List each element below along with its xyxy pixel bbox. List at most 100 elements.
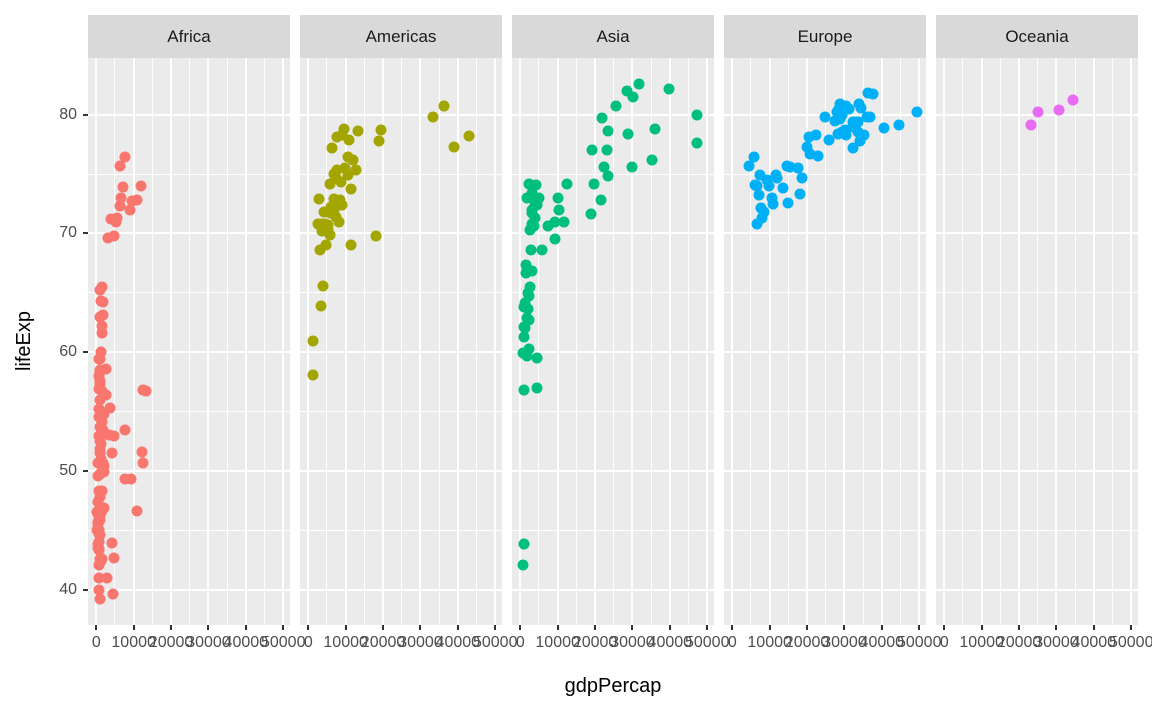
data-point-asia [521,312,533,324]
data-point-americas [373,135,385,147]
x-axis-tick [244,625,247,630]
data-point-africa [93,572,105,584]
facet-panel-asia [512,58,714,625]
data-point-asia [549,233,561,245]
gridline-minor-vertical [538,58,540,625]
data-point-asia [530,179,542,191]
x-axis-tick [556,625,559,630]
data-point-americas [339,162,351,174]
data-point-asia [586,144,598,156]
gridline-minor-horizontal [724,529,926,531]
gridline-major-horizontal [724,351,926,354]
x-axis-title: gdpPercap [564,675,662,697]
data-point-asia [531,199,543,211]
data-point-africa [136,446,148,458]
x-tick-label: 50000 [472,634,518,651]
data-point-asia [519,322,531,334]
x-tick-label: 0 [91,634,101,651]
x-tick-label: 20000 [148,634,194,651]
data-point-africa [106,537,118,549]
data-point-europe [834,98,846,110]
gridline-major-horizontal [300,351,502,354]
data-point-asia [517,559,529,571]
gridline-minor-horizontal [300,529,502,531]
y-tick-label: 50 [59,461,77,479]
gridline-minor-horizontal [88,529,290,531]
data-point-americas [335,176,347,188]
data-point-asia [517,347,529,359]
data-point-africa [94,311,106,322]
data-point-asia [622,128,634,140]
data-point-americas [375,124,387,136]
x-tick-label: 0 [939,634,949,651]
data-point-africa [115,192,127,204]
gridline-major-vertical [806,58,809,625]
x-axis-tick [918,625,921,630]
x-tick-label: 30000 [186,634,231,651]
data-point-africa [126,195,138,207]
data-point-africa [96,320,108,332]
data-point-americas [324,178,336,189]
data-point-europe [847,121,859,132]
gridline-minor-vertical [226,58,228,625]
gridline-minor-vertical [900,58,902,625]
data-point-oceania [1053,104,1065,116]
data-point-europe [847,142,859,154]
data-point-europe [766,192,778,204]
gridline-minor-horizontal [724,410,926,412]
data-point-asia [524,281,536,293]
gridline-minor-vertical [438,58,440,625]
facet-label-europe: Europe [797,27,853,46]
data-point-europe [796,172,808,184]
gridline-minor-horizontal [512,292,714,294]
data-point-asia [549,216,561,227]
x-tick-label: 10000 [111,634,156,651]
x-axis-tick [344,625,347,630]
data-point-asia [536,244,548,256]
facet-strip-europe: Europe [724,15,926,58]
data-point-americas [316,225,328,237]
y-axis-tick [83,113,88,116]
facet-strip-oceania: Oceania [936,15,1138,58]
gridline-major-vertical [132,58,135,625]
data-point-europe [878,122,890,134]
y-tick-label: 40 [59,580,77,598]
x-axis-tick [207,625,210,630]
gridline-major-vertical [382,58,385,625]
gridline-minor-vertical [363,58,365,625]
x-tick-label: 20000 [572,634,618,651]
gridline-major-horizontal [88,469,290,472]
data-point-asia [523,178,535,189]
x-tick-label: 20000 [996,634,1042,651]
gridline-minor-horizontal [936,292,1138,294]
data-point-americas [334,194,346,206]
gridline-minor-horizontal [88,173,290,175]
data-point-europe [755,202,767,214]
data-point-europe [777,182,789,194]
data-point-oceania [1032,106,1044,118]
data-point-asia [601,144,613,156]
gridline-major-vertical [1130,58,1133,625]
data-point-americas [345,183,357,195]
data-point-europe [753,189,765,201]
gridline-major-vertical [419,58,422,625]
x-axis-tick [594,625,597,630]
data-point-asia [602,170,614,182]
gridline-major-horizontal [512,351,714,354]
data-point-europe [743,160,755,172]
data-point-europe [794,188,806,200]
gridline-major-vertical [494,58,497,625]
data-point-africa [131,505,143,517]
gridline-minor-horizontal [936,529,1138,531]
gridline-major-vertical [456,58,459,625]
data-point-africa [93,524,105,536]
data-point-asia [518,538,530,550]
facet-panel-oceania [936,58,1138,625]
data-point-europe [810,129,822,141]
data-point-europe [751,218,763,230]
data-point-africa [117,181,129,193]
x-axis-tick [880,625,883,630]
data-point-africa [119,473,131,485]
gridline-major-horizontal [724,588,926,591]
